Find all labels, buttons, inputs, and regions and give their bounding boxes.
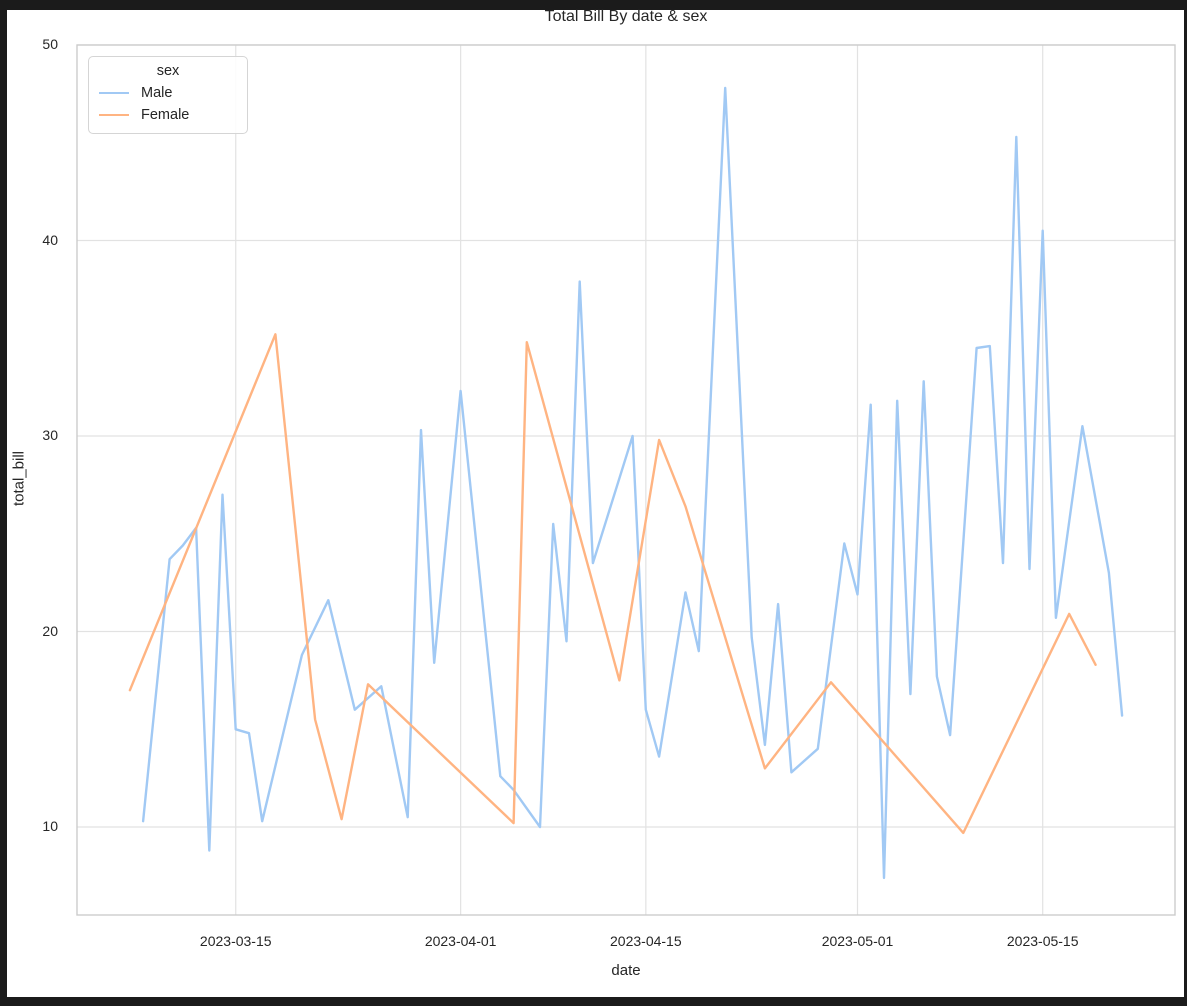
legend-title: sex [156,63,180,79]
legend-label: Male [141,85,173,101]
x-tick-label: 2023-04-01 [424,933,497,949]
figure-canvas [7,10,1184,997]
y-tick-label: 20 [42,622,58,639]
x-tick-label: 2023-05-01 [821,933,894,949]
x-tick-label: 2023-04-15 [610,933,682,949]
y-tick-label: 30 [42,427,58,443]
y-tick-label: 50 [42,36,58,52]
series-line-female [128,333,1097,835]
legend-entry-female: Female [99,107,237,123]
chart-title: Total Bill By date & sex [544,8,708,25]
y-tick-label: 40 [42,231,58,248]
axes-spines [76,44,1176,916]
legend-line-swatch [99,92,129,94]
legend-label: Female [141,107,190,123]
x-tick-label: 2023-05-15 [1006,933,1079,949]
x-axis-label: date [611,962,641,979]
legend-line-swatch [99,114,129,116]
legend: sex Male Female [88,56,248,134]
x-tick-label: 2023-03-15 [199,933,272,949]
legend-entry-male: Male [99,85,237,101]
y-tick-label: 10 [42,818,58,835]
series-line-male [141,86,1124,880]
